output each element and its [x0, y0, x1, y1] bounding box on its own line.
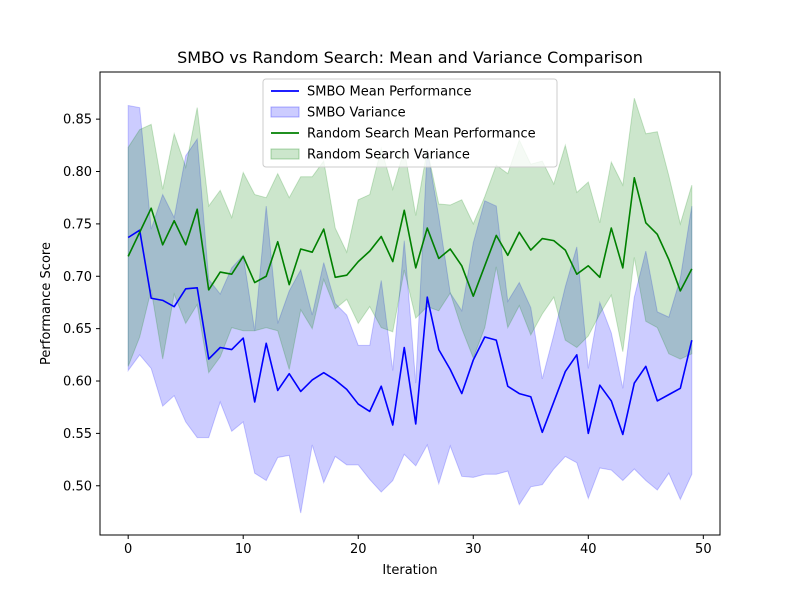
- series-line-group-2: [127, 177, 693, 297]
- x-tick-label-1: 10: [235, 542, 252, 557]
- y-tick-label-2: 0.60: [63, 375, 92, 390]
- series-line-0: [127, 229, 693, 436]
- legend-swatch-band-3: [270, 148, 300, 160]
- y-axis-ticks: 0.50 0.55 0.60 0.65 0.70 0.75 0.80 0.85: [63, 113, 100, 494]
- series-line-group-0: [127, 229, 693, 436]
- legend-item-0: SMBO Mean Performance: [271, 85, 471, 100]
- legend-item-3: Random Search Variance: [270, 148, 470, 163]
- legend-item-2: Random Search Mean Performance: [271, 127, 536, 142]
- x-tick-label-2: 20: [350, 542, 367, 557]
- x-tick-label-5: 50: [695, 542, 712, 557]
- axes-frame: [99, 71, 721, 536]
- legend-box: [262, 78, 558, 168]
- legend-label-1: SMBO Variance: [307, 106, 406, 121]
- legend-label-2: Random Search Mean Performance: [307, 127, 536, 142]
- y-tick-label-5: 0.75: [63, 217, 92, 232]
- legend-label-0: SMBO Mean Performance: [307, 85, 471, 100]
- legend-swatch-band-1: [270, 106, 300, 118]
- y-tick-label-3: 0.65: [63, 322, 92, 337]
- x-axis-ticks: 0 10 20 30 40 50: [124, 535, 712, 557]
- x-tick-label-4: 40: [580, 542, 597, 557]
- y-axis-label: Performance Score: [39, 242, 54, 365]
- x-tick-label-3: 30: [465, 542, 482, 557]
- y-tick-label-0: 0.50: [63, 479, 92, 494]
- series-line-2: [127, 177, 693, 297]
- x-tick-label-0: 0: [124, 542, 132, 557]
- x-axis-label: Iteration: [382, 563, 437, 578]
- legend: SMBO Mean Performance SMBO Variance Random…: [262, 78, 558, 168]
- y-tick-label-1: 0.55: [63, 427, 92, 442]
- y-tick-label-7: 0.85: [63, 113, 92, 128]
- legend-label-3: Random Search Variance: [307, 148, 470, 163]
- chart-title: SMBO vs Random Search: Mean and Variance…: [177, 48, 643, 67]
- y-tick-label-6: 0.80: [63, 165, 92, 180]
- legend-item-1: SMBO Variance: [270, 106, 406, 121]
- y-tick-label-4: 0.70: [63, 270, 92, 285]
